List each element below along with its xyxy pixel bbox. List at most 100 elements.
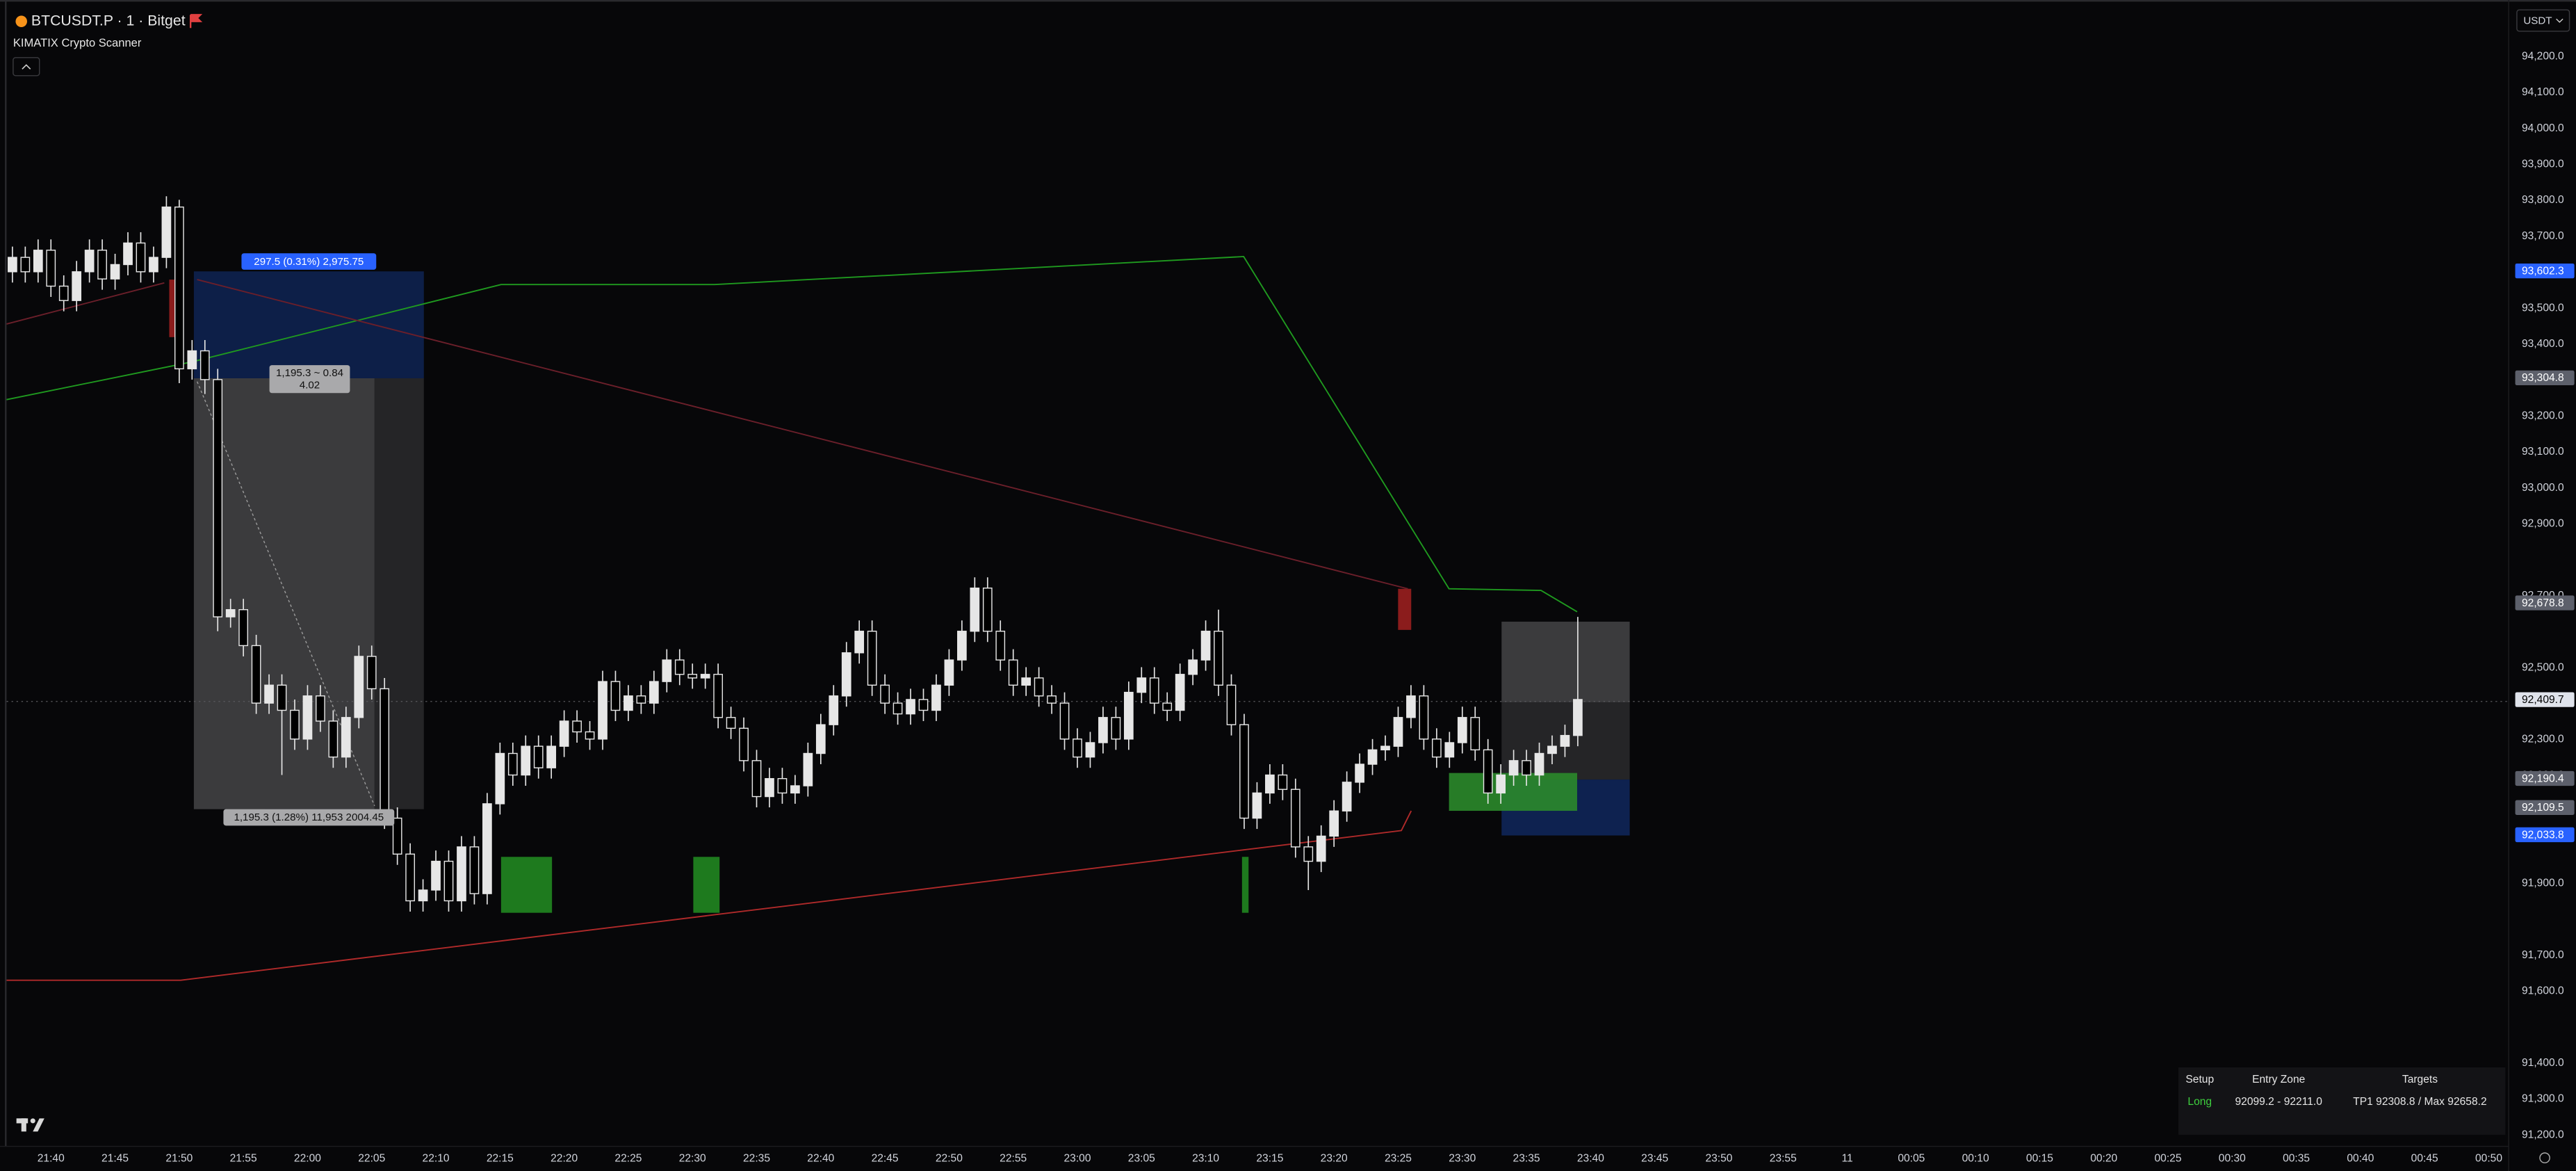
indicator-name: KIMATIX Crypto Scanner — [13, 36, 142, 49]
x-tick-label: 23:05 — [1128, 1152, 1155, 1164]
candle-body — [1560, 734, 1570, 747]
collapse-button[interactable] — [13, 57, 40, 76]
candle-body — [687, 674, 698, 679]
price-marker — [2515, 263, 2575, 279]
candle-body — [610, 681, 621, 711]
x-tick-label: 00:35 — [2283, 1152, 2310, 1164]
candle-body — [777, 777, 788, 794]
signal-marker — [693, 857, 720, 913]
candle-body — [1355, 764, 1364, 783]
candle-body — [521, 745, 531, 776]
candle-body — [213, 379, 223, 617]
y-tick-label: 91,400.0 — [2522, 1057, 2564, 1069]
indicator-line — [6, 810, 1412, 981]
indicator-line — [6, 255, 1578, 613]
table-header: Setup — [2185, 1074, 2214, 1085]
y-tick-label: 91,300.0 — [2522, 1093, 2564, 1105]
candle-body — [1073, 738, 1082, 758]
candle-body — [1034, 677, 1044, 697]
candle-body — [1047, 695, 1057, 704]
candle-body — [1265, 774, 1275, 794]
x-tick-label: 00:10 — [1962, 1152, 1989, 1164]
candle-body — [199, 350, 210, 380]
y-tick-label: 94,100.0 — [2522, 86, 2564, 98]
candle-body — [674, 659, 685, 675]
candle-body — [238, 609, 249, 647]
candle-body — [829, 695, 839, 725]
candle-body — [58, 285, 69, 301]
x-tick-label: 23:40 — [1577, 1152, 1604, 1164]
info-table: Setup Entry Zone Targets Long 92099.2 - … — [2178, 1067, 2506, 1135]
candle-body — [1136, 677, 1147, 693]
candle-body — [585, 731, 595, 740]
candle-body — [84, 250, 95, 273]
candle-body — [713, 674, 723, 718]
candle-body — [136, 242, 146, 273]
candle-body — [1367, 749, 1378, 765]
price-marker — [2515, 692, 2575, 707]
candle-body — [1226, 684, 1237, 725]
price-marker-label: 92,190.4 — [2522, 773, 2564, 784]
y-tick-label: 93,100.0 — [2522, 446, 2564, 458]
candle-body — [1239, 724, 1249, 819]
price-marker — [2515, 800, 2575, 815]
candle-body — [187, 350, 197, 370]
signal-marker — [1241, 857, 1249, 913]
table-cell: 92099.2 - 92211.0 — [2235, 1096, 2323, 1108]
candle-body — [1278, 774, 1288, 790]
candle-body — [880, 684, 890, 704]
candle-body — [277, 684, 287, 711]
header: BTCUSDT.P · 1 · Bitget KIMATIX Crypto Sc… — [13, 9, 2570, 76]
mid-label: 4.02 — [300, 380, 320, 391]
mid-label: 1,195.3 ~ 0.84 — [276, 367, 343, 379]
label-box — [269, 365, 350, 394]
candle-body — [1252, 792, 1262, 819]
settings-icon[interactable] — [2539, 1152, 2550, 1163]
x-tick-label: 23:15 — [1256, 1152, 1283, 1164]
x-tick-label: 22:40 — [807, 1152, 834, 1164]
candle-body — [892, 702, 903, 715]
candle-body — [482, 803, 492, 894]
candle-body — [1175, 674, 1185, 711]
candle-body — [264, 684, 274, 704]
candle-body — [110, 264, 120, 280]
y-tick-label: 91,600.0 — [2522, 985, 2564, 997]
signal-marker — [1398, 588, 1412, 630]
candle-body — [1098, 717, 1108, 743]
candle-body — [33, 250, 43, 273]
candle-body — [251, 645, 261, 704]
candle-body — [225, 609, 236, 617]
candle-body — [765, 777, 774, 798]
table-header: Entry Zone — [2252, 1074, 2305, 1085]
candles — [8, 196, 1583, 912]
candle-body — [72, 271, 82, 301]
candle-body — [1303, 846, 1314, 862]
candle-body — [1188, 659, 1198, 675]
y-tick-label: 91,700.0 — [2522, 949, 2564, 961]
candle-body — [354, 656, 364, 718]
price-marker — [2515, 370, 2575, 386]
candle-body — [290, 709, 300, 740]
candle-body — [1342, 782, 1352, 811]
candle-body — [572, 720, 582, 733]
candle-body — [1008, 659, 1018, 686]
x-tick-label: 00:40 — [2347, 1152, 2374, 1164]
x-tick-label: 22:15 — [487, 1152, 514, 1164]
price-marker-label: 92,409.7 — [2522, 694, 2564, 706]
candle-body — [1406, 695, 1416, 718]
chevron-icon — [22, 64, 31, 70]
candle-body — [906, 699, 915, 715]
candle-body — [751, 760, 762, 798]
x-tick-label: 23:10 — [1192, 1152, 1219, 1164]
candle-body — [970, 588, 980, 632]
x-tick-label: 22:10 — [423, 1152, 450, 1164]
candle-body — [982, 588, 993, 632]
currency-button[interactable] — [2516, 9, 2570, 32]
y-tick-label: 93,700.0 — [2522, 230, 2564, 242]
candle-body — [1214, 631, 1223, 686]
table-cell: TP1 92308.8 / Max 92658.2 — [2353, 1096, 2486, 1108]
x-tick-label: 23:20 — [1321, 1152, 1348, 1164]
currency: USDT — [2523, 15, 2552, 26]
x-tick-label: 23:25 — [1385, 1152, 1412, 1164]
candle-body — [1496, 774, 1506, 794]
